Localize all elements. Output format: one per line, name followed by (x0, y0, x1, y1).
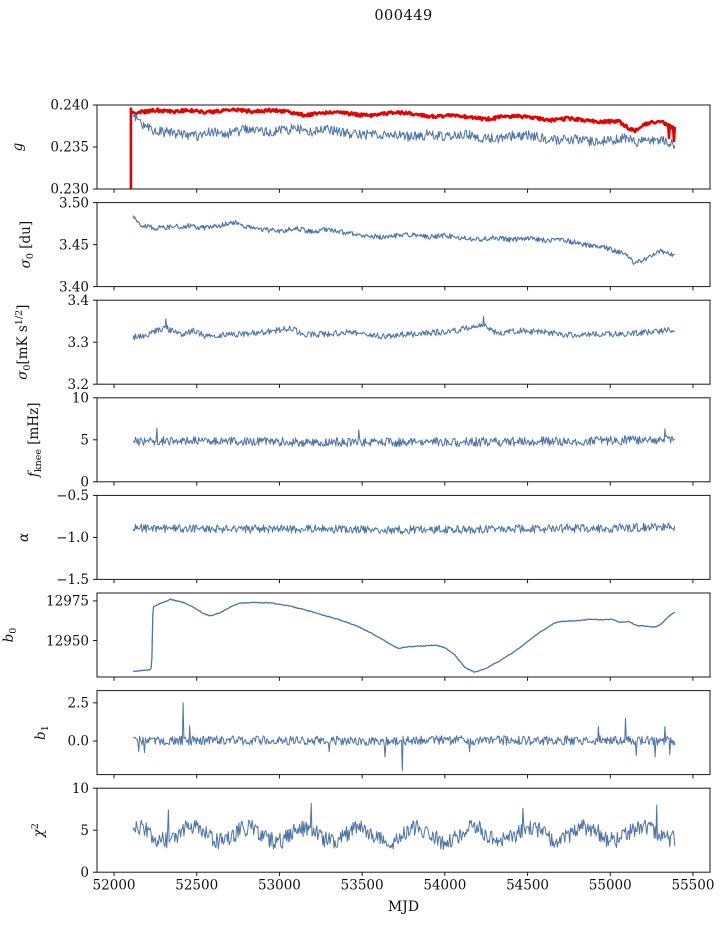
y-tick-label: −0.5 (56, 488, 89, 504)
y-tick-label: −1.0 (56, 530, 89, 546)
panel-frame-sigma0-mks (96, 299, 711, 385)
panel-b1: 2.5 0.0 b1 (33, 690, 711, 779)
x-tick-label: 54000 (423, 878, 466, 894)
b1-series (132, 702, 676, 772)
y-tick-label: 10 (72, 391, 89, 407)
y-tick-label: 3.50 (59, 195, 89, 211)
gain-red (129, 107, 677, 189)
y-tick-label: 3.45 (59, 237, 89, 253)
y-tick-label: 2.5 (68, 696, 89, 712)
y-axis-label-sigma0-du: σ0 [du] (18, 221, 36, 268)
x-tick-label: 53500 (341, 878, 384, 894)
x-axis-label: MJD (388, 899, 419, 915)
y-axis-label-b1: b1 (33, 725, 51, 740)
y-tick-label: 0 (80, 475, 89, 491)
gain-blue (132, 113, 676, 149)
x-tick-label: 52500 (175, 878, 218, 894)
y-tick-label: 0.240 (50, 98, 89, 114)
panel-frame-g (96, 104, 711, 190)
panel-g: 0.240 0.235 0.230 g (10, 98, 711, 198)
y-tick-label: 12975 (46, 594, 89, 610)
panel-frame-alpha (96, 494, 711, 580)
y-tick-label: 0.230 (50, 182, 89, 198)
x-tick-label: 54500 (506, 878, 549, 894)
y-axis-label-g: g (10, 142, 26, 151)
fknee-series (132, 427, 675, 448)
panel-frame-sigma0-du (96, 202, 711, 288)
panel-frame-b0 (96, 592, 711, 678)
y-tick-label: 3.4 (68, 293, 89, 309)
y-tick-label: 10 (72, 781, 89, 797)
b0-series (132, 598, 676, 673)
alpha-series (132, 522, 676, 535)
y-axis-label-chi2: χ2 (30, 823, 47, 838)
y-tick-label: 3.40 (59, 279, 89, 295)
sigma0-du-series (132, 215, 676, 265)
y-tick-label: 12950 (46, 633, 89, 649)
x-tick-label: 55500 (671, 878, 714, 894)
y-tick-label: 5 (80, 823, 89, 839)
y-tick-label: 5 (80, 433, 89, 449)
panel-alpha: −0.5 −1.0 −1.5 α (16, 488, 711, 588)
x-tick-label: 53000 (258, 878, 301, 894)
chi2-series (132, 802, 676, 850)
x-tick-label: 52000 (93, 878, 136, 894)
figure-title: 000449 (374, 8, 433, 24)
y-tick-label: −1.5 (56, 572, 89, 588)
sigma0-mks-series (132, 315, 676, 341)
y-tick-label: 0.0 (68, 734, 89, 750)
y-axis-label-sigma0-mks: σ0[mK s1/2] (14, 305, 33, 380)
y-axis-label-alpha: α (16, 533, 32, 542)
y-axis-label-fknee: fknee [mHz] (26, 402, 44, 478)
y-tick-label: 0.235 (50, 140, 89, 156)
y-tick-label: 0 (80, 865, 89, 881)
panel-frame-b1 (96, 690, 711, 776)
panel-sigma0-du: 3.50 3.45 3.40 σ0 [du] (18, 195, 711, 295)
y-tick-label: 3.3 (68, 335, 89, 351)
panel-sigma0-mks: 3.4 3.3 3.2 σ0[mK s1/2] (14, 293, 711, 393)
y-axis-label-b0: b0 (1, 628, 19, 643)
y-tick-label: 3.2 (68, 377, 89, 393)
panel-b0: 12975 12950 b0 (1, 592, 711, 681)
x-tick-label: 55000 (589, 878, 632, 894)
panel-fknee: 10 5 0 fknee [mHz] (26, 391, 711, 491)
